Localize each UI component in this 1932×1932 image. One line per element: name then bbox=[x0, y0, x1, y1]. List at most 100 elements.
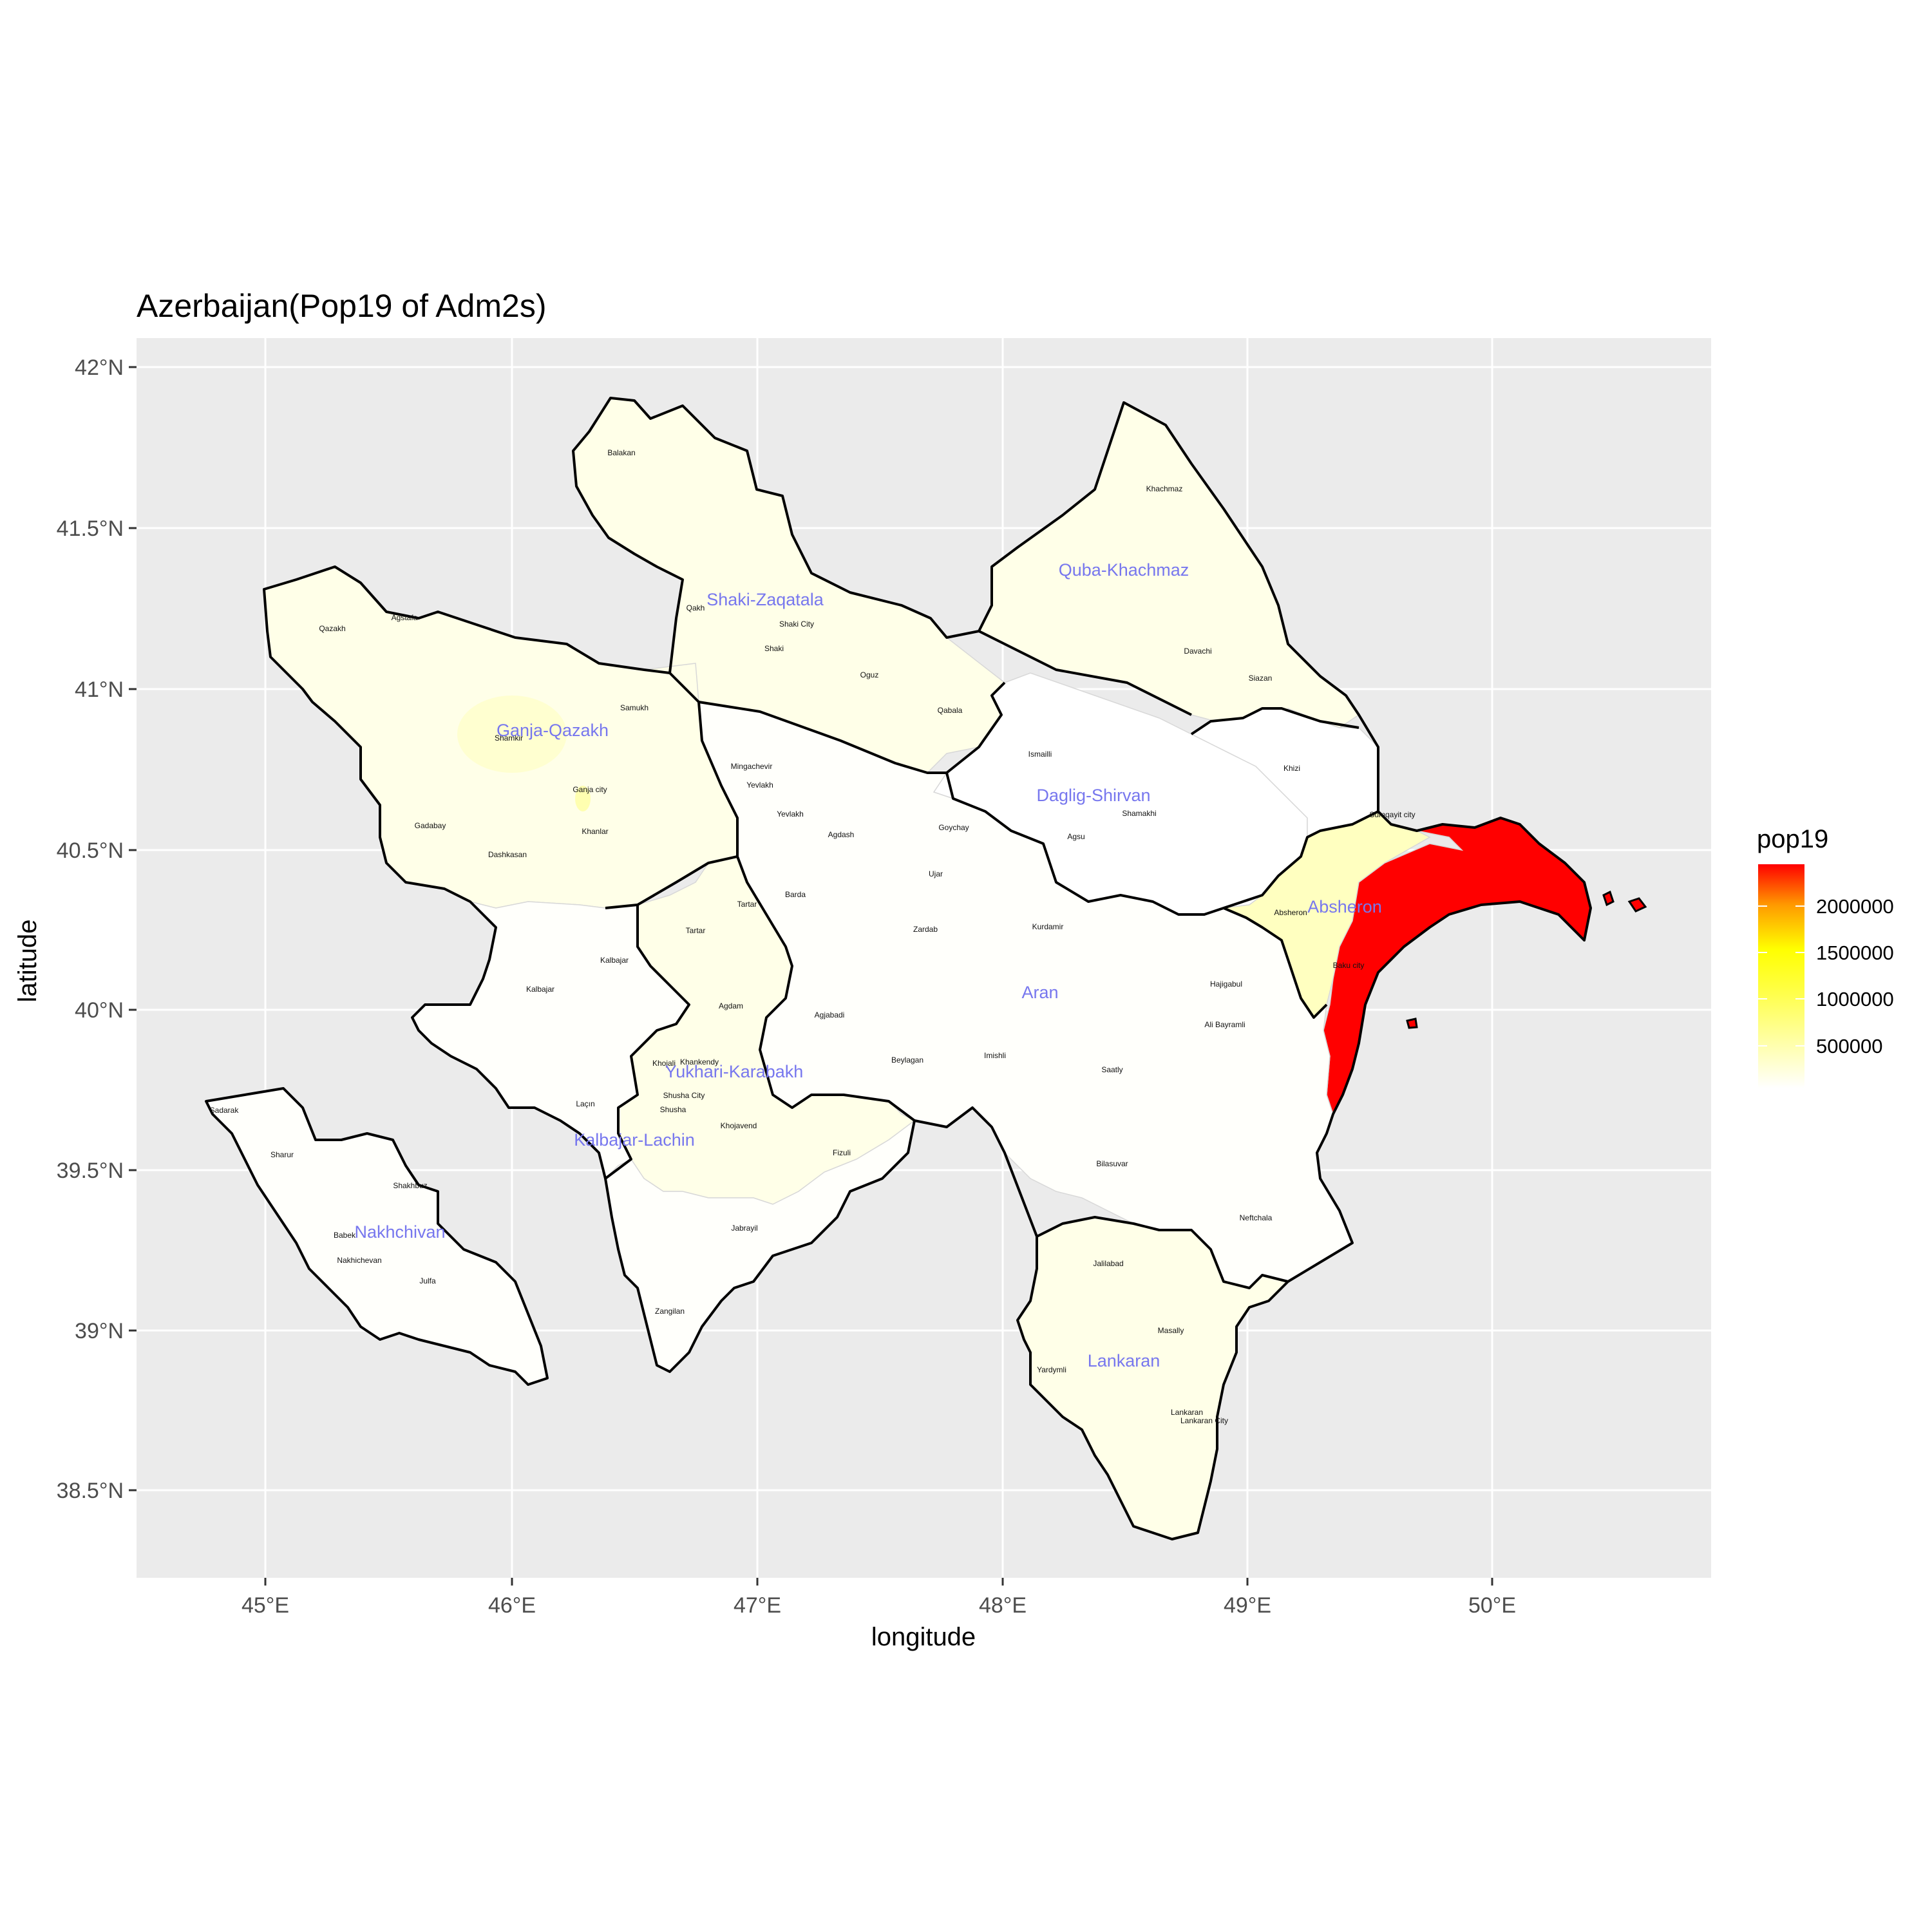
adm2-label: Siazan bbox=[1249, 674, 1273, 683]
region-ganja-city bbox=[575, 786, 591, 811]
adm1-outlines bbox=[205, 397, 1647, 1540]
island-south bbox=[1406, 1018, 1418, 1029]
adm2-label: Khojavend bbox=[721, 1121, 757, 1130]
adm2-label: Absheron bbox=[1274, 908, 1307, 917]
x-tick-label: 47°E bbox=[734, 1593, 781, 1618]
adm1-label-ganja-qazakh: Ganja-Qazakh bbox=[497, 721, 609, 740]
adm2-label: Yardymli bbox=[1037, 1365, 1066, 1374]
adm2-label: Ismailli bbox=[1028, 750, 1052, 759]
adm1-label-kalbajar-lachin: Kalbajar-Lachin bbox=[574, 1130, 695, 1150]
adm2-label: Ganja city bbox=[573, 785, 607, 794]
outline-main-country bbox=[263, 397, 1592, 1540]
adm2-label: Khizi bbox=[1283, 764, 1300, 773]
adm2-label: Jabrayil bbox=[731, 1224, 757, 1233]
adm2-label: Agstafa bbox=[392, 613, 418, 622]
y-tick-label: 38.5°N bbox=[57, 1479, 124, 1503]
adm1-label-shaki-zaqatala: Shaki-Zaqatala bbox=[706, 590, 824, 609]
outline-border-kalbajar bbox=[604, 905, 690, 1180]
island-far-east bbox=[1627, 897, 1647, 913]
adm2-label: Dashkasan bbox=[488, 850, 527, 859]
adm2-label: Agjabadi bbox=[815, 1010, 845, 1019]
legend-label: 1500000 bbox=[1816, 942, 1894, 964]
adm2-label: Sadarak bbox=[210, 1106, 240, 1115]
adm1-label-yukhari-karabakh: Yukhari-Karabakh bbox=[665, 1062, 804, 1081]
adm2-label: Laçın bbox=[576, 1099, 594, 1108]
x-tick-label: 49°E bbox=[1224, 1593, 1271, 1618]
y-tick-label: 41°N bbox=[75, 677, 124, 702]
adm2-label: Mingachevir bbox=[731, 762, 773, 771]
adm2-label: Khojali bbox=[652, 1059, 676, 1068]
adm2-label: Oguz bbox=[860, 670, 879, 679]
outline-border-karabakh bbox=[736, 856, 916, 1122]
adm2-label: Neftchala bbox=[1240, 1213, 1273, 1222]
adm2-label: Barda bbox=[785, 890, 806, 899]
adm2-label: Shusha City bbox=[663, 1091, 705, 1100]
adm2-label: Baku city bbox=[1333, 961, 1365, 970]
x-tick-label: 50°E bbox=[1468, 1593, 1516, 1618]
adm2-label: Lankaran City bbox=[1180, 1416, 1228, 1425]
x-tick-label: 48°E bbox=[979, 1593, 1027, 1618]
map-regions bbox=[205, 397, 1591, 1540]
y-tick-label: 39°N bbox=[75, 1319, 124, 1343]
plot-title: Azerbaijan(Pop19 of Adm2s) bbox=[137, 288, 546, 324]
adm2-label: Julfa bbox=[419, 1276, 436, 1285]
adm2-labels: Balakan Qakh Shaki City Shaki Oguz Qabal… bbox=[210, 448, 1416, 1425]
adm2-label: Gadabay bbox=[415, 821, 446, 830]
adm2-label: Samukh bbox=[620, 703, 649, 712]
x-axis: 45°E 46°E 47°E 48°E 49°E 50°E longitude bbox=[242, 1578, 1516, 1651]
outline-border-ganja bbox=[605, 672, 739, 909]
adm2-label: Yevlakh bbox=[746, 781, 773, 790]
adm2-label: Sharur bbox=[270, 1150, 294, 1159]
outline-border-lankaran bbox=[1036, 1216, 1289, 1289]
adm2-label: Ujar bbox=[929, 869, 943, 878]
adm2-label: Shaki City bbox=[779, 620, 814, 629]
adm2-label: Bilasuvar bbox=[1096, 1159, 1128, 1168]
y-axis-title: latitude bbox=[14, 920, 42, 1003]
adm2-label: Saatly bbox=[1101, 1065, 1122, 1074]
legend-colorbar bbox=[1758, 864, 1804, 1088]
adm2-label: Nakhichevan bbox=[337, 1256, 381, 1265]
adm2-label: Yevlakh bbox=[777, 810, 804, 819]
adm1-label-absheron: Absheron bbox=[1307, 897, 1382, 916]
legend-label: 1000000 bbox=[1816, 988, 1894, 1010]
adm2-label: Balakan bbox=[607, 448, 635, 457]
y-tick-label: 41.5°N bbox=[57, 516, 124, 541]
x-tick-label: 45°E bbox=[242, 1593, 289, 1618]
adm2-label: Khankendy bbox=[680, 1057, 719, 1066]
adm2-label: Khanlar bbox=[582, 827, 608, 836]
adm2-label: Agdash bbox=[828, 830, 855, 839]
adm1-label-aran: Aran bbox=[1021, 983, 1058, 1002]
outline-border-khizi bbox=[1190, 707, 1359, 735]
y-tick-label: 39.5°N bbox=[57, 1159, 124, 1183]
island-east bbox=[1602, 890, 1615, 907]
adm2-label: Agsu bbox=[1067, 832, 1084, 841]
legend-label: 500000 bbox=[1816, 1035, 1882, 1057]
adm2-label: Shaki bbox=[764, 644, 784, 653]
adm2-label: Agdam bbox=[719, 1001, 743, 1010]
legend-label: 2000000 bbox=[1816, 895, 1894, 918]
outline-border-absheron bbox=[1223, 907, 1328, 1019]
outline-nakhchivan bbox=[205, 1087, 549, 1386]
adm1-label-lankaran: Lankaran bbox=[1088, 1351, 1160, 1370]
outline-border-shaki-quba bbox=[978, 630, 1192, 716]
adm2-label: Davachi bbox=[1184, 647, 1211, 656]
adm2-label: Kalbajar bbox=[600, 956, 629, 965]
legend-title: pop19 bbox=[1757, 825, 1828, 853]
adm1-label-quba-khachmaz: Quba-Khachmaz bbox=[1059, 560, 1189, 580]
y-tick-label: 40°N bbox=[75, 998, 124, 1023]
adm2-label: Goychay bbox=[938, 823, 969, 832]
adm2-label: Ali Bayramli bbox=[1204, 1020, 1245, 1029]
adm2-label: Shamakhi bbox=[1122, 809, 1156, 818]
outline-border-shaki-aran bbox=[698, 681, 1006, 774]
adm2-label: Shamkir bbox=[495, 734, 523, 743]
adm2-label: Imishli bbox=[984, 1051, 1006, 1060]
adm2-label: Shusha bbox=[660, 1105, 687, 1114]
adm2-label: Fizuli bbox=[833, 1148, 851, 1157]
adm2-label: Kurdamir bbox=[1032, 922, 1064, 931]
legend: pop19 2000000 1500000 1000000 500000 bbox=[1757, 825, 1894, 1088]
adm2-label: Jalilabad bbox=[1093, 1259, 1123, 1268]
adm2-label: Qakh bbox=[687, 603, 705, 612]
y-axis: 42°N 41.5°N 41°N 40.5°N 40°N 39.5°N 39°N… bbox=[14, 355, 137, 1503]
x-axis-title: longitude bbox=[871, 1623, 976, 1651]
